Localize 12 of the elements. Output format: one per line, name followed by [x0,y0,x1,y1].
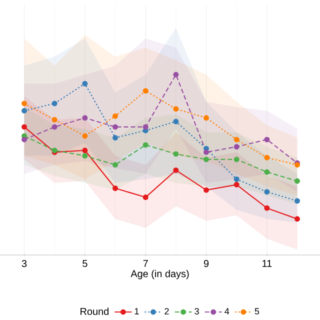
x-tick-label: 3 [22,260,27,268]
x-tick-label: 7 [143,260,148,267]
legend-label: 3 [194,308,199,314]
x-tick-label: 9 [204,260,209,268]
legend-label: 4 [224,308,230,314]
x-tick-label: 11 [262,260,272,267]
legend-label: 5 [254,308,260,314]
x-axis-title: Age (in days) [130,270,189,280]
legend-title: Round [80,308,108,315]
legend-label: 1 [134,308,139,314]
x-tick-label: 5 [82,260,88,267]
legend-label: 2 [164,308,169,314]
